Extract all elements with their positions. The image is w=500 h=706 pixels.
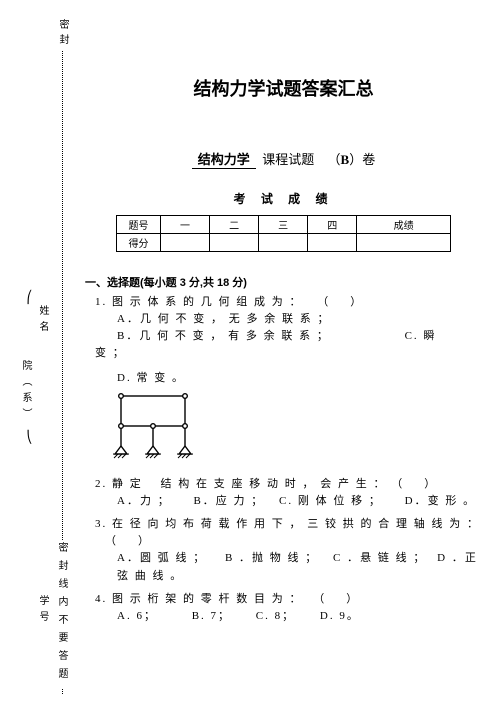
question-3: 3. 在 径 向 均 布 荷 载 作 用 下 ， 三 铰 拱 的 合 理 轴 线… (95, 516, 482, 584)
table-row: 得分 (117, 234, 451, 252)
question-4: 4. 图 示 桁 架 的 零 杆 数 目 为 ： （ ） A. 6； B. 7；… (95, 591, 482, 625)
opt-a: A．几 何 不 变 ， 无 多 余 联 系 ； (117, 311, 482, 328)
course-name: 结构力学 (192, 152, 256, 169)
score-table: 题号 一 二 三 四 成绩 得分 (116, 215, 451, 252)
q3-options: A．圆 弧 线 ； B ．抛 物 线 ； C ．悬 链 线 ； D ．正 弦 曲… (117, 550, 482, 584)
section-heading: 一、选择题(每小题 3 分,共 18 分) (85, 274, 482, 290)
opt-c-tail: 变 ； (95, 345, 482, 362)
q1-options: A．几 何 不 变 ， 无 多 余 联 系 ； B．几 何 不 变 ， 有 多 … (117, 311, 482, 345)
th-col: 四 (308, 216, 357, 234)
q4-options: A. 6； B. 7； C. 8； D. 9。 (117, 608, 482, 625)
opt-b: B ．抛 物 线 ； (211, 552, 318, 564)
cell (357, 234, 451, 252)
subtitle: 结构力学 课程试题 （B）卷 (85, 149, 482, 168)
opt-d: D．变 形 。 (387, 495, 476, 507)
opt-c: C. 8； (236, 610, 295, 622)
opt-b: B．应 力 ； (175, 495, 264, 507)
q3-blank: （ ） (105, 533, 482, 550)
opt-b: B．几 何 不 变 ， 有 多 余 联 系 ； C. 瞬 (117, 328, 482, 345)
th-col: 一 (161, 216, 210, 234)
q1-diagram (111, 390, 482, 470)
q1-stem: 1. 图 示 体 系 的 几 何 组 成 为 ： （ ） (95, 294, 482, 311)
opt-d: D. 常 变 。 (117, 370, 482, 387)
seal-inner-label: 密封线内不要答题 (54, 540, 69, 688)
cell (210, 234, 259, 252)
cell (161, 234, 210, 252)
opt-a: A．力 ； (117, 495, 171, 507)
th-col: 二 (210, 216, 259, 234)
opt-c: C. 刚 体 位 移 ； (269, 495, 382, 507)
th-col: 成绩 (357, 216, 451, 234)
side-name-label: 姓名 (35, 305, 50, 337)
th-label: 题号 (117, 216, 161, 234)
side-sid-label: 学号 (35, 595, 50, 627)
score-caption: 考 试 成 绩 (85, 190, 482, 207)
opt-b: B. 7； (162, 610, 231, 622)
exam-label: 课程试题 (262, 152, 314, 167)
q2-stem: 2. 静 定 结 构 在 支 座 移 动 时 ， 会 产 生 ： (95, 478, 387, 490)
q4-blank: （ ） (307, 593, 357, 605)
frame-diagram-svg (111, 390, 199, 464)
main-title: 结构力学试题答案汇总 (85, 75, 482, 101)
q2-options: A．力 ； B．应 力 ； C. 刚 体 位 移 ； D．变 形 。 (117, 493, 482, 510)
cell (259, 234, 308, 252)
seal-top-label: 密封 (55, 17, 70, 51)
bracket-bot: ⎝ (26, 430, 33, 444)
side-dept-label: 院（系） (18, 360, 33, 424)
row-label: 得分 (117, 234, 161, 252)
table-row: 题号 一 二 三 四 成绩 (117, 216, 451, 234)
bracket-top: ⎛ (26, 290, 33, 304)
question-1: 1. 图 示 体 系 的 几 何 组 成 为 ： （ ） A．几 何 不 变 ，… (95, 294, 482, 470)
page-content: 结构力学试题答案汇总 结构力学 课程试题 （B）卷 考 试 成 绩 题号 一 二… (85, 0, 482, 631)
opt-d: D. 9。 (300, 610, 360, 622)
q2-blank: （ ） (391, 478, 435, 490)
question-2: 2. 静 定 结 构 在 支 座 移 动 时 ， 会 产 生 ： （ ） A．力… (95, 476, 482, 510)
q4-stem: 4. 图 示 桁 架 的 零 杆 数 目 为 ： (95, 593, 303, 605)
paper-label: （B）卷 (318, 152, 376, 167)
cell (308, 234, 357, 252)
th-col: 三 (259, 216, 308, 234)
opt-c: C ．悬 链 线 ； (323, 552, 426, 564)
opt-a: A. 6； (117, 610, 157, 622)
q3-stem: 3. 在 径 向 均 布 荷 载 作 用 下 ， 三 铰 拱 的 合 理 轴 线… (95, 518, 480, 530)
opt-a: A．圆 弧 线 ； (117, 552, 206, 564)
